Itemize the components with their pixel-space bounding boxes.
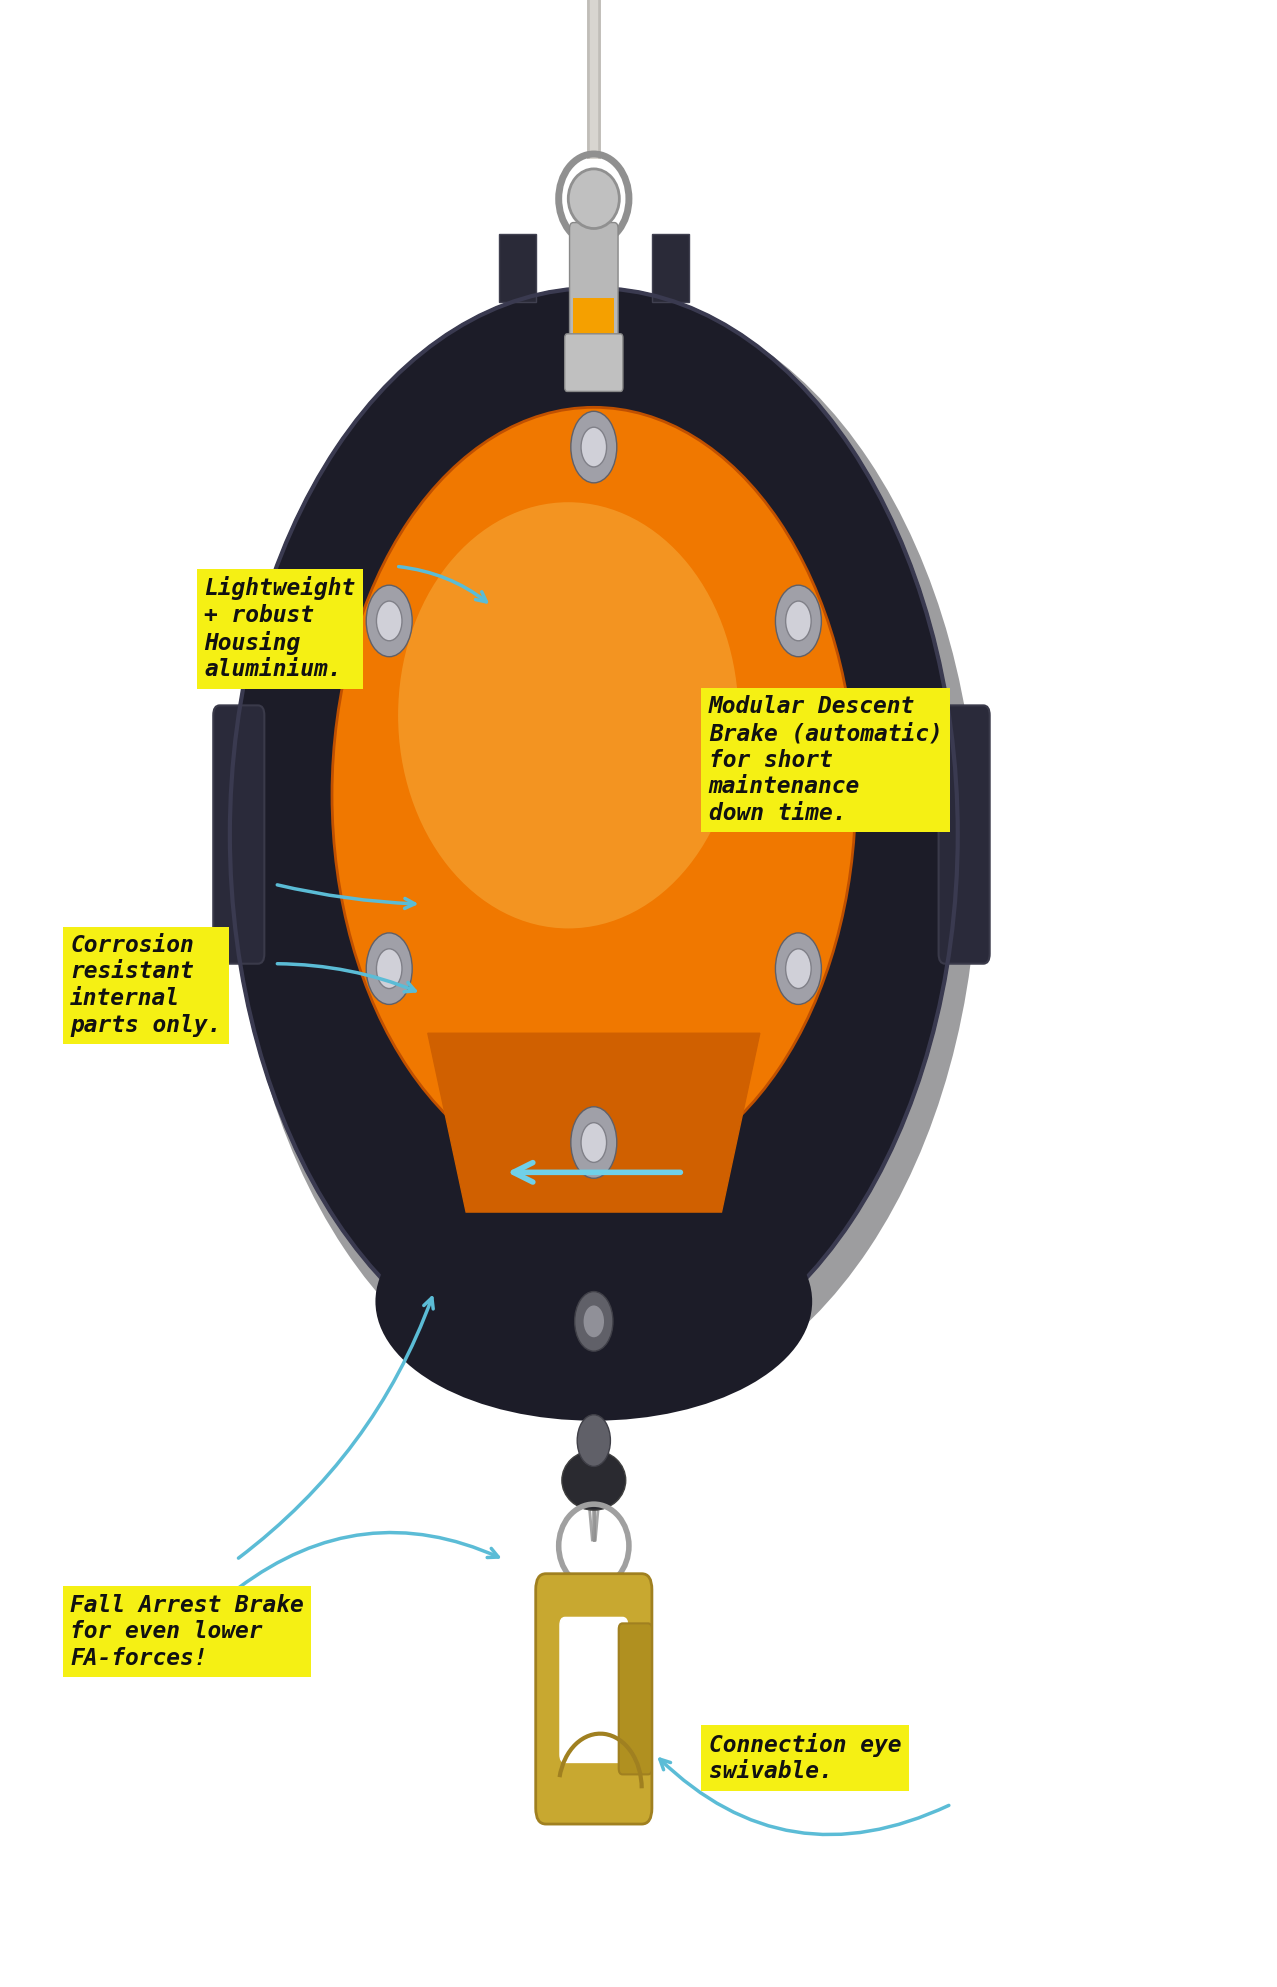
Circle shape xyxy=(571,411,617,483)
FancyBboxPatch shape xyxy=(213,705,264,964)
Circle shape xyxy=(571,1107,617,1178)
Circle shape xyxy=(584,1305,604,1337)
Ellipse shape xyxy=(230,288,958,1381)
FancyBboxPatch shape xyxy=(653,234,690,302)
FancyBboxPatch shape xyxy=(570,223,618,354)
Circle shape xyxy=(775,932,821,1003)
Ellipse shape xyxy=(235,296,978,1411)
FancyBboxPatch shape xyxy=(498,234,536,302)
Ellipse shape xyxy=(375,1182,812,1421)
FancyBboxPatch shape xyxy=(939,705,990,964)
Circle shape xyxy=(581,427,607,467)
Circle shape xyxy=(575,1292,613,1351)
Circle shape xyxy=(577,1415,610,1466)
Ellipse shape xyxy=(562,1451,626,1510)
Ellipse shape xyxy=(332,407,856,1182)
Text: Corrosion
resistant
internal
parts only.: Corrosion resistant internal parts only. xyxy=(70,934,221,1037)
FancyBboxPatch shape xyxy=(561,1617,628,1762)
FancyBboxPatch shape xyxy=(575,234,613,302)
Circle shape xyxy=(366,932,412,1003)
Ellipse shape xyxy=(702,775,817,1053)
Circle shape xyxy=(775,584,821,656)
Ellipse shape xyxy=(568,169,619,229)
FancyBboxPatch shape xyxy=(564,334,623,391)
Text: Connection eye
swivable.: Connection eye swivable. xyxy=(709,1733,902,1782)
FancyBboxPatch shape xyxy=(536,1574,653,1824)
Ellipse shape xyxy=(370,775,485,1053)
Text: Lightweight
+ robust
Housing
aluminium.: Lightweight + robust Housing aluminium. xyxy=(204,576,355,682)
Circle shape xyxy=(581,1123,607,1162)
Ellipse shape xyxy=(398,503,738,928)
FancyBboxPatch shape xyxy=(573,298,614,342)
Text: Fall Arrest Brake
for even lower
FA-forces!: Fall Arrest Brake for even lower FA-forc… xyxy=(70,1594,304,1669)
FancyBboxPatch shape xyxy=(618,1623,653,1774)
Circle shape xyxy=(785,950,811,988)
Circle shape xyxy=(377,950,402,988)
Polygon shape xyxy=(428,1033,760,1212)
Text: Modular Descent
Brake (automatic)
for short
maintenance
down time.: Modular Descent Brake (automatic) for sh… xyxy=(709,695,942,825)
Circle shape xyxy=(366,584,412,656)
Circle shape xyxy=(377,602,402,640)
Circle shape xyxy=(785,600,811,640)
